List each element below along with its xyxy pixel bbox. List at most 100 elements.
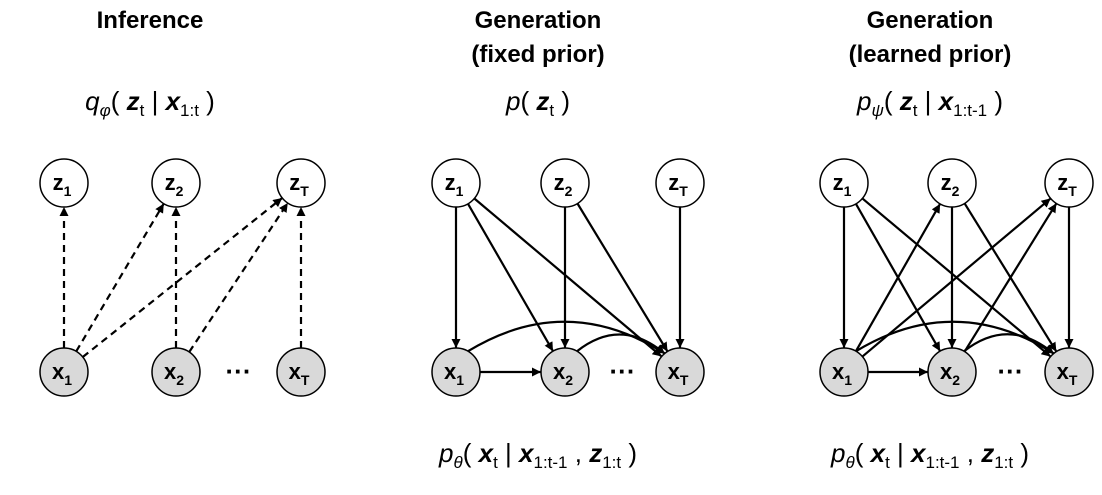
formula-symbol: x [164,86,182,116]
latent-node-circle [151,158,201,208]
edge-generation-fixed-z1-to-x2 [467,203,554,352]
formula-symbol: x [869,438,887,468]
node-generation-learned-z1: z1 [819,158,869,208]
panel-title-generation-fixed-line-1: Generation [475,7,602,34]
formula-symbol: p [830,438,845,468]
node-generation-fixed-zT: zT [655,158,705,208]
formula-symbol: ) [554,86,570,116]
latent-node-circle [927,158,977,208]
formula-symbol: ) [199,86,215,116]
node-label: x1 [444,359,464,388]
node-variable: z [1057,170,1068,195]
formula-symbol: z [535,86,549,116]
formula-symbol: , [568,438,590,468]
ellipsis-generation-fixed: ··· [610,356,636,386]
node-generation-learned-x2: x2 [927,347,977,397]
edge-inference-x1-to-z2 [75,203,165,352]
formula-subscript: 1:t [994,453,1013,472]
panel-title-generation-fixed-line-2: (fixed prior) [471,41,604,68]
node-label: z2 [941,170,960,199]
formula-symbol: ) [1013,438,1029,468]
node-variable: z [668,170,679,195]
formula-symbol: x [477,438,495,468]
latent-node-circle [1044,158,1094,208]
node-subscript: T [301,372,310,388]
latent-node-circle [819,158,869,208]
node-variable: x [668,359,681,384]
node-subscript: 1 [64,372,72,388]
edge-generation-learned-x1-to-zT [861,197,1052,358]
formula-subscript: t [140,101,145,120]
edge-generation-fixed-z2-to-xT [576,202,669,353]
node-variable: x [444,359,457,384]
formula-symbol: z [126,86,140,116]
node-subscript: 1 [844,372,852,388]
formula-symbol: q [85,86,100,116]
ellipsis-generation-learned: ··· [998,356,1024,386]
node-label: x1 [52,359,72,388]
top-formula-inference: qφ( zt | x1:t ) [85,86,215,120]
formula-symbol: z [899,86,913,116]
node-inference-x2: x2 [151,347,201,397]
node-variable: x [553,359,566,384]
formula-symbol: ) [987,86,1003,116]
node-label: x2 [553,359,573,388]
observed-node-circle [540,347,590,397]
node-label: xT [1057,359,1078,388]
edge-generation-fixed-z1-to-xT [473,197,663,358]
formula-subscript: t [493,453,498,472]
node-label: z1 [53,170,72,199]
node-subscript: 1 [64,183,72,199]
node-subscript: 2 [176,183,184,199]
node-inference-x1: x1 [39,347,89,397]
node-variable: z [833,170,844,195]
node-label: z1 [833,170,852,199]
latent-node-circle [431,158,481,208]
node-inference-z2: z2 [151,158,201,208]
node-subscript: 2 [952,372,960,388]
node-label: zT [668,170,688,199]
node-variable: z [554,170,565,195]
bottom-formula-generation-fixed: pθ( xt | x1:t-1 , z1:t ) [438,438,637,472]
panel-title-generation-learned-line-1: Generation [867,7,994,34]
node-generation-learned-z2: z2 [927,158,977,208]
edge-generation-fixed-x1-to-xT [467,320,666,355]
edge-generation-learned-x2-to-zT [963,202,1058,353]
edge-generation-learned-x1-to-xT [855,320,1055,355]
edge-inference-x1-to-zT [82,197,283,358]
formula-symbol: , [960,438,982,468]
latent-node-circle [276,158,326,208]
node-subscript: 2 [565,372,573,388]
node-generation-learned-x1: x1 [819,347,869,397]
latent-node-circle [39,158,89,208]
ellipsis-inference: ··· [226,356,252,386]
edge-generation-fixed-x2-to-xT [576,333,666,355]
node-subscript: 2 [565,183,573,199]
node-label: zT [289,170,309,199]
node-variable: z [941,170,952,195]
formula-subscript: t [549,101,554,120]
formula-subscript: ψ [871,101,883,120]
node-label: x2 [164,359,184,388]
node-label: z2 [165,170,184,199]
node-variable: x [164,359,177,384]
formula-symbol: x [937,86,955,116]
formula-subscript: 1:t [602,453,621,472]
observed-node-circle [151,347,201,397]
formula-subscript: 1:t [180,101,199,120]
formula-subscript: t [913,101,918,120]
formula-symbol: ( [520,86,536,116]
formula-symbol: z [980,438,994,468]
latent-node-circle [540,158,590,208]
node-subscript: T [680,372,689,388]
node-variable: x [289,359,302,384]
node-subscript: 1 [844,183,852,199]
formula-symbol: p [505,86,520,116]
formula-subscript: φ [100,101,111,120]
node-inference-z1: z1 [39,158,89,208]
node-variable: z [445,170,456,195]
node-variable: x [940,359,953,384]
formula-symbol: | [144,86,165,116]
node-subscript: T [1068,183,1077,199]
formula-symbol: z [588,438,602,468]
